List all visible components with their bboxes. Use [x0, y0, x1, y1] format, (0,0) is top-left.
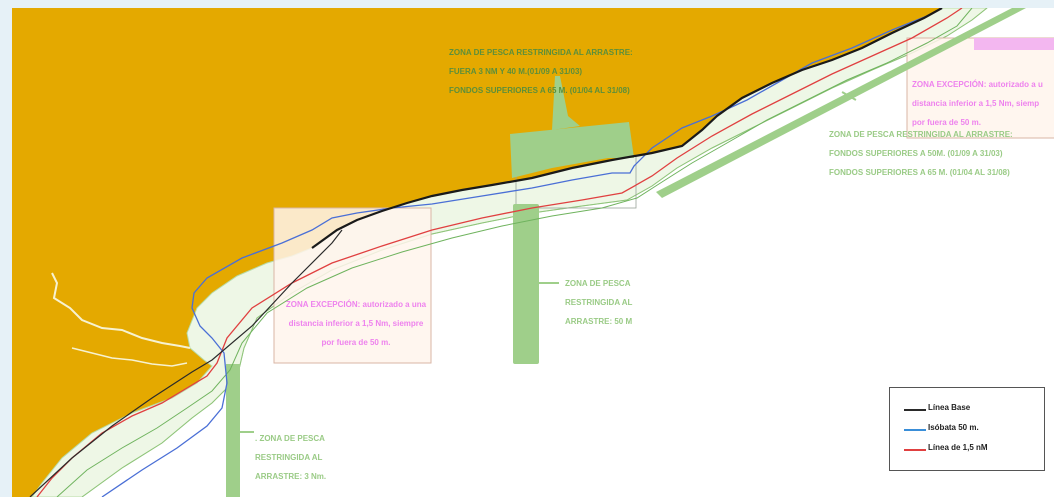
- base-line-coast: [311, 8, 943, 249]
- label-exception-right: ZONA EXCEPCIÓN: autorizado a u distancia…: [912, 70, 1043, 137]
- legend-swatch-base-line: [904, 409, 926, 411]
- map-frame: ZONA DE PESCA RESTRINGIDA AL ARRASTRE: F…: [12, 8, 1054, 497]
- label-line: ZONA DE PESCA: [565, 278, 631, 288]
- exception-right-pointer: [974, 38, 1054, 50]
- land-mass: [12, 8, 942, 497]
- base-line: [29, 229, 343, 497]
- restricted-zone-50m-pointer: [539, 282, 559, 284]
- label-line: ZONA EXCEPCIÓN: autorizado a u: [912, 79, 1043, 89]
- label-restricted-north: ZONA DE PESCA RESTRINGIDA AL ARRASTRE: F…: [449, 38, 633, 105]
- label-line: distancia inferior a 1,5 Nm, siempre: [288, 318, 424, 328]
- restricted-zone-east-strip: [656, 8, 1026, 198]
- map-legend: Línea Base Isóbata 50 m. Línea de 1,5 nM: [889, 387, 1045, 471]
- restricted-zone-3nm-bar: [226, 364, 240, 497]
- label-line: ZONA EXCEPCIÓN: autorizado a una: [285, 299, 427, 309]
- legend-label: Línea Base: [928, 403, 971, 412]
- label-line: ARRASTRE: 3 Nm.: [255, 471, 327, 481]
- exception-zone-center: [273, 207, 432, 364]
- restricted-zone-east-pointer: [841, 91, 857, 101]
- label-line: FONDOS SUPERIORES A 65 M. (01/04 AL 31/0…: [449, 85, 630, 95]
- label-line: ZONA DE PESCA RESTRINGIDA AL ARRASTRE:: [449, 47, 633, 57]
- label-line: por fuera de 50 m.: [912, 117, 981, 127]
- restricted-zone-3nm-pointer: [240, 431, 254, 433]
- legend-label: Línea de 1,5 nM: [928, 443, 988, 452]
- fishing-zones-map: [12, 8, 1054, 497]
- line-1-5-nm: [36, 8, 963, 497]
- legend-swatch-1-5-nm: [904, 449, 926, 451]
- legend-label: Isóbata 50 m.: [928, 423, 979, 432]
- restricted-zone-north-block: [510, 122, 634, 178]
- label-line: por fuera de 50 m.: [321, 337, 391, 347]
- river-inlet: [51, 272, 191, 349]
- label-restricted-east: ZONA DE PESCA RESTRINGIDA AL ARRASTRE: F…: [829, 120, 1013, 187]
- label-line: FONDOS SUPERIORES A 50M. (01/09 A 31/03): [829, 148, 1003, 158]
- label-restricted-3nm: . ZONA DE PESCA RESTRINGIDA AL ARRASTRE:…: [255, 424, 326, 491]
- coastal-inner-line: [56, 8, 973, 497]
- label-line: FUERA 3 NM Y 40 M.(01/09 A 31/03): [449, 66, 583, 76]
- river-branch: [71, 347, 188, 367]
- label-restricted-50m: ZONA DE PESCA RESTRINGIDA AL ARRASTRE: 5…: [565, 269, 632, 336]
- restricted-zone-north-pointer: [552, 76, 580, 130]
- label-exception-center: ZONA EXCEPCIÓN: autorizado a una distanc…: [276, 290, 436, 357]
- label-line: distancia inferior a 1,5 Nm, siemp: [912, 98, 1040, 108]
- restricted-zone-50m-bar: [513, 204, 539, 364]
- label-line: . ZONA DE PESCA: [255, 433, 325, 443]
- label-line: ZONA DE PESCA RESTRINGIDA AL ARRASTRE:: [829, 129, 1013, 139]
- label-line: RESTRINGIDA AL: [255, 452, 323, 462]
- label-line: RESTRINGIDA AL: [565, 297, 633, 307]
- label-line: ARRASTRE: 50 M: [565, 316, 633, 326]
- legend-swatch-isobath: [904, 429, 926, 431]
- label-line: FONDOS SUPERIORES A 65 M. (01/04 AL 31/0…: [829, 167, 1010, 177]
